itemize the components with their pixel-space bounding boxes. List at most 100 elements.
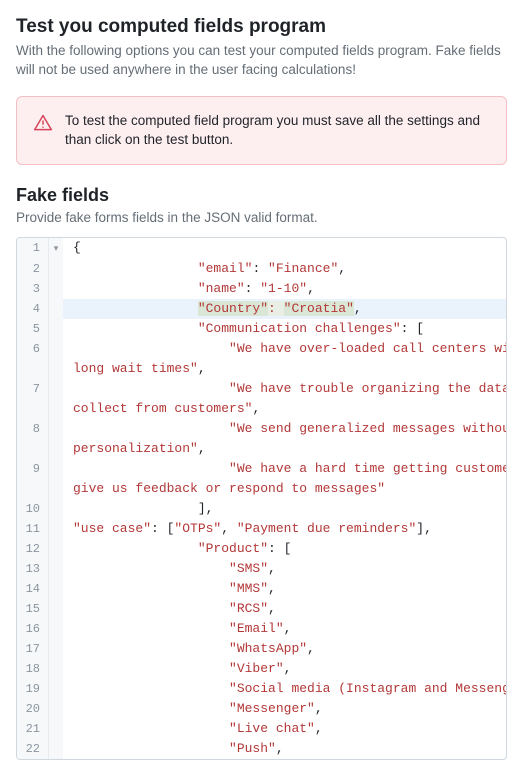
- code-line[interactable]: give us feedback or respond to messages": [17, 479, 506, 499]
- alert-text: To test the computed field program you m…: [65, 111, 490, 150]
- fold-gutter: [49, 459, 63, 479]
- code-line[interactable]: 11"use case": ["OTPs", "Payment due remi…: [17, 519, 506, 539]
- line-number: 17: [17, 639, 49, 659]
- code-line[interactable]: 6 "We have over-loaded call centers with: [17, 339, 506, 359]
- fold-gutter: [49, 259, 63, 279]
- code-content[interactable]: "Social media (Instagram and Messenger: [63, 679, 506, 699]
- fake-fields-description: Provide fake forms fields in the JSON va…: [16, 210, 507, 225]
- fold-gutter: [49, 519, 63, 539]
- code-content[interactable]: "RCS",: [63, 599, 506, 619]
- section-description: With the following options you can test …: [16, 42, 507, 80]
- fold-gutter: [49, 619, 63, 639]
- code-content[interactable]: "Live chat",: [63, 719, 506, 739]
- line-number: 18: [17, 659, 49, 679]
- code-content[interactable]: "We send generalized messages without: [63, 419, 506, 439]
- code-line[interactable]: 16 "Email",: [17, 619, 506, 639]
- code-content[interactable]: "We have over-loaded call centers with: [63, 339, 506, 359]
- code-line[interactable]: 5 "Communication challenges": [: [17, 319, 506, 339]
- code-line[interactable]: 7 "We have trouble organizing the data w: [17, 379, 506, 399]
- code-line[interactable]: personalization",: [17, 439, 506, 459]
- code-line[interactable]: 19 "Social media (Instagram and Messenge…: [17, 679, 506, 699]
- code-content[interactable]: "Viber",: [63, 659, 506, 679]
- line-number: 8: [17, 419, 49, 439]
- code-content[interactable]: "We have trouble organizing the data w: [63, 379, 506, 399]
- section-title: Test you computed fields program: [16, 16, 507, 38]
- fold-gutter: [49, 739, 63, 759]
- code-content[interactable]: collect from customers",: [63, 399, 506, 419]
- line-number: 12: [17, 539, 49, 559]
- fold-gutter[interactable]: ▾: [49, 238, 63, 259]
- code-line[interactable]: collect from customers",: [17, 399, 506, 419]
- line-number: [17, 399, 49, 419]
- line-number: 9: [17, 459, 49, 479]
- line-number: 14: [17, 579, 49, 599]
- fold-gutter: [49, 659, 63, 679]
- code-content[interactable]: "SMS",: [63, 559, 506, 579]
- line-number: [17, 479, 49, 499]
- fold-gutter: [49, 559, 63, 579]
- line-number: 21: [17, 719, 49, 739]
- code-content[interactable]: "MMS",: [63, 579, 506, 599]
- fold-gutter: [49, 359, 63, 379]
- line-number: 22: [17, 739, 49, 759]
- code-line[interactable]: 2 "email": "Finance",: [17, 259, 506, 279]
- code-content[interactable]: "email": "Finance",: [63, 259, 506, 279]
- code-content[interactable]: {: [63, 238, 506, 259]
- code-line[interactable]: 12 "Product": [: [17, 539, 506, 559]
- code-line[interactable]: 15 "RCS",: [17, 599, 506, 619]
- warning-triangle-icon: [33, 113, 53, 138]
- code-content[interactable]: "Communication challenges": [: [63, 319, 506, 339]
- fold-gutter: [49, 319, 63, 339]
- line-number: 15: [17, 599, 49, 619]
- code-content[interactable]: give us feedback or respond to messages": [63, 479, 506, 499]
- code-line[interactable]: 9 "We have a hard time getting customers: [17, 459, 506, 479]
- fold-gutter: [49, 539, 63, 559]
- code-line[interactable]: 18 "Viber",: [17, 659, 506, 679]
- line-number: 3: [17, 279, 49, 299]
- code-content[interactable]: long wait times",: [63, 359, 506, 379]
- code-content[interactable]: "We have a hard time getting customers: [63, 459, 506, 479]
- fold-gutter: [49, 279, 63, 299]
- code-content[interactable]: "use case": ["OTPs", "Payment due remind…: [63, 519, 506, 539]
- code-content[interactable]: ],: [63, 499, 506, 519]
- line-number: 10: [17, 499, 49, 519]
- line-number: 19: [17, 679, 49, 699]
- code-line[interactable]: 4 "Country": "Croatia",: [17, 299, 506, 319]
- code-line[interactable]: 17 "WhatsApp",: [17, 639, 506, 659]
- line-number: 16: [17, 619, 49, 639]
- code-content[interactable]: personalization",: [63, 439, 506, 459]
- code-line[interactable]: 8 "We send generalized messages without: [17, 419, 506, 439]
- fold-gutter: [49, 299, 63, 319]
- code-content[interactable]: "WhatsApp",: [63, 639, 506, 659]
- code-line[interactable]: 22 "Push",: [17, 739, 506, 759]
- code-content[interactable]: "Messenger",: [63, 699, 506, 719]
- json-code-editor[interactable]: 1▾{2 "email": "Finance",3 "name": "1-10"…: [16, 237, 507, 760]
- code-line[interactable]: 3 "name": "1-10",: [17, 279, 506, 299]
- fold-gutter: [49, 339, 63, 359]
- fold-gutter: [49, 719, 63, 739]
- code-content[interactable]: "Product": [: [63, 539, 506, 559]
- line-number: 4: [17, 299, 49, 319]
- fold-gutter: [49, 479, 63, 499]
- fold-gutter: [49, 699, 63, 719]
- code-line[interactable]: 21 "Live chat",: [17, 719, 506, 739]
- fold-gutter: [49, 579, 63, 599]
- code-line[interactable]: long wait times",: [17, 359, 506, 379]
- code-line[interactable]: 1▾{: [17, 238, 506, 259]
- code-content[interactable]: "Email",: [63, 619, 506, 639]
- fold-gutter: [49, 399, 63, 419]
- code-content[interactable]: "Country": "Croatia",: [63, 299, 506, 319]
- code-content[interactable]: "Push",: [63, 739, 506, 759]
- fold-gutter: [49, 439, 63, 459]
- line-number: 13: [17, 559, 49, 579]
- code-line[interactable]: 20 "Messenger",: [17, 699, 506, 719]
- fold-gutter: [49, 379, 63, 399]
- line-number: 5: [17, 319, 49, 339]
- code-content[interactable]: "name": "1-10",: [63, 279, 506, 299]
- fake-fields-title: Fake fields: [16, 185, 507, 206]
- line-number: 6: [17, 339, 49, 359]
- code-line[interactable]: 10 ],: [17, 499, 506, 519]
- warning-alert: To test the computed field program you m…: [16, 96, 507, 165]
- code-line[interactable]: 13 "SMS",: [17, 559, 506, 579]
- code-line[interactable]: 14 "MMS",: [17, 579, 506, 599]
